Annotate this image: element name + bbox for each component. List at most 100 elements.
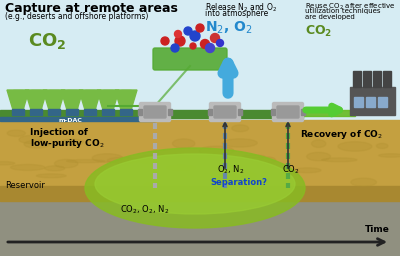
Bar (0, 0, 400, 120)
FancyBboxPatch shape (144, 106, 166, 118)
Ellipse shape (307, 152, 330, 161)
Bar (120, 109, 132, 115)
Polygon shape (43, 90, 65, 110)
Bar (0, 117, 155, 121)
FancyBboxPatch shape (140, 102, 170, 122)
Bar (48, 109, 60, 115)
Circle shape (174, 30, 182, 37)
Text: Time: Time (365, 225, 390, 234)
Ellipse shape (376, 143, 388, 148)
Bar (353, 71, 361, 87)
Text: (e.g., deserts and offshore platforms): (e.g., deserts and offshore platforms) (5, 12, 148, 21)
Circle shape (184, 27, 192, 35)
Circle shape (161, 37, 169, 45)
Text: N$_2$, O$_2$: N$_2$, O$_2$ (205, 20, 252, 36)
Bar (12, 109, 24, 115)
Bar (85, 90, 95, 110)
Ellipse shape (232, 125, 249, 132)
Text: Recovery of CO$_2$: Recovery of CO$_2$ (300, 128, 383, 141)
Bar (0, 201, 400, 256)
Polygon shape (97, 90, 119, 110)
Ellipse shape (223, 139, 257, 147)
Text: CO$_2$: CO$_2$ (282, 164, 300, 176)
Text: Reuse CO$_2$ after effective: Reuse CO$_2$ after effective (305, 2, 396, 12)
Ellipse shape (138, 155, 160, 164)
Bar (84, 109, 96, 115)
Bar (49, 90, 59, 110)
Ellipse shape (95, 154, 295, 214)
Ellipse shape (379, 154, 400, 157)
Polygon shape (7, 90, 29, 110)
Ellipse shape (24, 140, 50, 148)
Bar (383, 71, 391, 87)
Ellipse shape (199, 146, 234, 156)
Text: Capture at remote areas: Capture at remote areas (5, 2, 178, 15)
Ellipse shape (242, 155, 265, 158)
Circle shape (196, 24, 204, 32)
Text: CO$_2$, O$_2$, N$_2$: CO$_2$, O$_2$, N$_2$ (120, 204, 169, 217)
FancyBboxPatch shape (153, 48, 227, 70)
Circle shape (216, 39, 224, 47)
Text: utilization techniques: utilization techniques (305, 8, 380, 14)
Ellipse shape (172, 139, 195, 148)
Circle shape (171, 44, 179, 52)
FancyBboxPatch shape (272, 102, 304, 122)
Text: Reservoir: Reservoir (5, 181, 45, 190)
Bar (168, 109, 172, 115)
Circle shape (200, 39, 210, 48)
Ellipse shape (54, 159, 78, 168)
Ellipse shape (36, 174, 66, 178)
Bar (66, 109, 78, 115)
Bar (350, 87, 395, 115)
Polygon shape (61, 90, 83, 110)
Bar (378, 97, 387, 107)
Text: O$_2$, N$_2$: O$_2$, N$_2$ (217, 164, 244, 176)
Ellipse shape (294, 168, 321, 173)
Text: $\mathbf{CO_2}$: $\mathbf{CO_2}$ (28, 31, 66, 51)
FancyBboxPatch shape (277, 106, 299, 118)
Ellipse shape (218, 171, 256, 180)
Ellipse shape (166, 165, 196, 170)
Bar (303, 110, 355, 116)
Bar (103, 90, 113, 110)
Circle shape (175, 36, 185, 46)
Bar (30, 109, 42, 115)
Ellipse shape (312, 140, 326, 147)
FancyBboxPatch shape (214, 106, 236, 118)
Ellipse shape (61, 139, 84, 145)
Text: Injection of: Injection of (30, 128, 88, 137)
Polygon shape (25, 90, 47, 110)
Bar (363, 71, 371, 87)
Ellipse shape (85, 148, 305, 228)
Text: Release N$_2$ and O$_2$: Release N$_2$ and O$_2$ (205, 2, 277, 15)
Ellipse shape (107, 157, 140, 164)
Bar (31, 90, 41, 110)
Bar (373, 71, 381, 87)
Text: Separation?: Separation? (210, 178, 267, 187)
Bar (271, 109, 275, 115)
Ellipse shape (10, 164, 45, 170)
Bar (13, 90, 23, 110)
Ellipse shape (0, 162, 15, 165)
Ellipse shape (66, 159, 104, 163)
Text: $\mathbf{CO_2}$: $\mathbf{CO_2}$ (305, 24, 332, 39)
Ellipse shape (143, 182, 162, 191)
Ellipse shape (322, 158, 357, 162)
Ellipse shape (19, 135, 42, 144)
Bar (354, 97, 363, 107)
Ellipse shape (45, 166, 65, 171)
Ellipse shape (338, 142, 372, 151)
Circle shape (190, 31, 200, 41)
Text: m-DAC: m-DAC (58, 118, 82, 123)
Ellipse shape (260, 157, 276, 163)
Text: low-purity CO$_2$: low-purity CO$_2$ (30, 137, 105, 150)
Circle shape (210, 34, 220, 42)
Bar (0, 186, 400, 201)
Polygon shape (115, 90, 137, 110)
FancyBboxPatch shape (210, 102, 240, 122)
Bar (138, 109, 142, 115)
Bar (208, 109, 212, 115)
Bar (67, 90, 77, 110)
Text: into atmosphere: into atmosphere (205, 9, 268, 18)
Bar (121, 90, 131, 110)
